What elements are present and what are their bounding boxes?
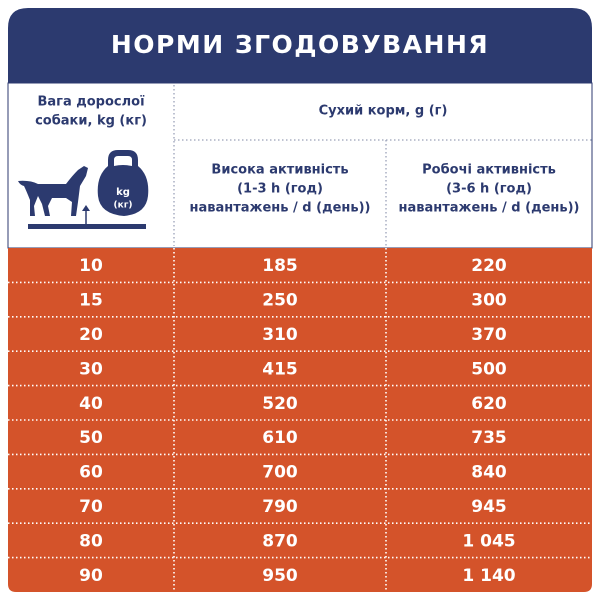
cell: 610 xyxy=(262,428,298,448)
dog-icon xyxy=(18,150,149,229)
cell: 90 xyxy=(79,566,103,586)
cell: 1 140 xyxy=(462,566,515,586)
cell: 500 xyxy=(471,359,507,379)
cell: 870 xyxy=(262,531,298,551)
cell: 945 xyxy=(471,497,507,517)
column-header: навантажень / d (день)) xyxy=(190,201,371,216)
title-band xyxy=(8,8,592,83)
cell: 185 xyxy=(262,256,298,276)
weight-header: Вага дорослої xyxy=(37,95,145,110)
column-header: (3-6 h (год) xyxy=(446,182,532,197)
group-header: Сухий корм, g (г) xyxy=(319,104,448,119)
column-header: навантажень / d (день)) xyxy=(399,201,580,216)
cell: 520 xyxy=(262,394,298,414)
title: НОРМИ ЗГОДОВУВАННЯ xyxy=(111,30,489,59)
cell: 620 xyxy=(471,394,507,414)
cell: 415 xyxy=(262,359,298,379)
icon-label: kg xyxy=(116,187,130,198)
column-header: Робочі активність xyxy=(422,163,556,178)
column-header: Висока активність xyxy=(211,163,348,178)
cell: 80 xyxy=(79,531,103,551)
cell: 700 xyxy=(262,463,298,483)
cell: 60 xyxy=(79,463,103,483)
cell: 70 xyxy=(79,497,103,517)
cell: 10 xyxy=(79,256,103,276)
cell: 30 xyxy=(79,359,103,379)
icon-label: (кг) xyxy=(113,201,132,211)
cell: 20 xyxy=(79,325,103,345)
header-area xyxy=(7,82,593,249)
cell: 840 xyxy=(471,463,507,483)
cell: 40 xyxy=(79,394,103,414)
cell: 310 xyxy=(262,325,298,345)
cell: 1 045 xyxy=(462,531,515,551)
cell: 50 xyxy=(79,428,103,448)
weight-header: собаки, kg (кг) xyxy=(35,114,147,129)
cell: 250 xyxy=(262,291,298,311)
cell: 950 xyxy=(262,566,298,586)
cell: 220 xyxy=(471,256,507,276)
cell: 300 xyxy=(471,291,507,311)
cell: 735 xyxy=(471,428,507,448)
cell: 790 xyxy=(262,497,298,517)
column-header: (1-3 h (год) xyxy=(237,182,323,197)
cell: 15 xyxy=(79,291,103,311)
cell: 370 xyxy=(471,325,507,345)
